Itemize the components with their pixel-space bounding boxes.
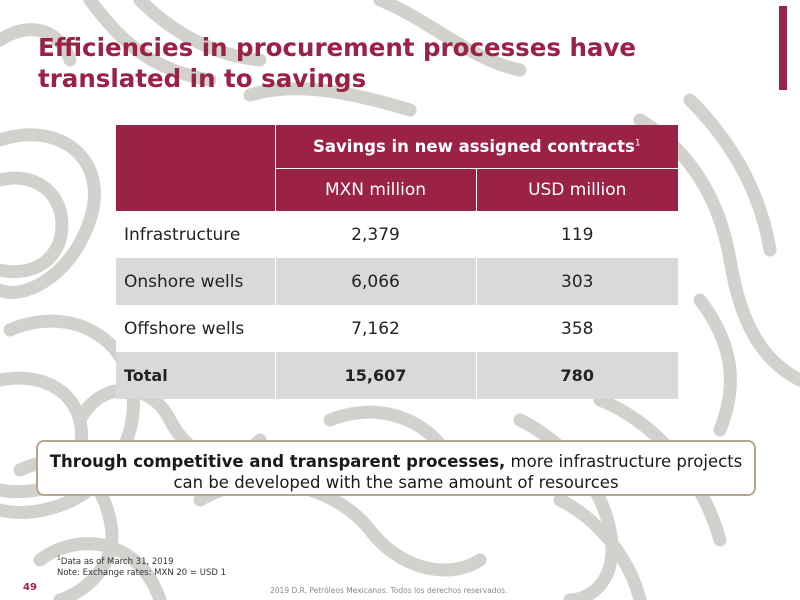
cell-usd: 780 <box>475 352 679 399</box>
callout-text: more infrastructure projects can be deve… <box>173 452 743 492</box>
group-header-label: Savings in new assigned contracts <box>312 137 635 156</box>
table-header-row: Savings in new assigned contracts1 <box>116 125 679 211</box>
row-label: Onshore wells <box>116 258 275 305</box>
table-row-total: Total 15,607 780 <box>116 352 679 399</box>
table-row-infrastructure: Infrastructure 2,379 119 <box>116 211 679 258</box>
cell-usd: 303 <box>475 258 679 305</box>
group-header-footnote-marker: 1 <box>634 138 641 149</box>
column-header-mxn: MXN million <box>274 168 476 211</box>
copyright-text: 2019 D.R. Petróleos Mexicanos. Todos los… <box>270 586 508 595</box>
callout-bold-text: Through competitive and transparent proc… <box>49 452 506 471</box>
cell-mxn: 7,162 <box>274 305 476 352</box>
footnote-text-1: Data as of March 31, 2019 <box>60 556 174 567</box>
table-row-offshore-wells: Offshore wells 7,162 358 <box>116 305 679 352</box>
row-label: Total <box>116 352 275 399</box>
table-row-onshore-wells: Onshore wells 6,066 303 <box>116 258 679 305</box>
footnote-line-2: Note: Exchange rates: MXN 20 = USD 1 <box>57 567 227 578</box>
cell-usd: 119 <box>475 211 679 258</box>
cell-mxn: 2,379 <box>274 211 476 258</box>
column-header-usd: USD million <box>475 168 679 211</box>
cell-usd: 358 <box>475 305 679 352</box>
table-corner-cell <box>116 125 275 211</box>
group-header: Savings in new assigned contracts1 <box>274 125 679 169</box>
footnote-line-1: 1Data as of March 31, 2019 <box>57 553 226 568</box>
row-label: Infrastructure <box>116 211 275 258</box>
table-column-header-row: MXN million USD million <box>116 168 679 211</box>
row-label: Offshore wells <box>116 305 275 352</box>
page-title: Efficiencies in procurement processes ha… <box>38 33 637 93</box>
cell-mxn: 15,607 <box>274 352 476 399</box>
footnote-marker: 1 <box>57 555 61 562</box>
accent-bar <box>779 6 787 90</box>
savings-table: Savings in new assigned contracts1 MXN m… <box>116 125 679 399</box>
footnotes: 1Data as of March 31, 2019 Note: Exchang… <box>57 553 226 579</box>
cell-mxn: 6,066 <box>274 258 476 305</box>
callout-box: Through competitive and transparent proc… <box>36 440 756 496</box>
page-number: 49 <box>23 582 37 593</box>
